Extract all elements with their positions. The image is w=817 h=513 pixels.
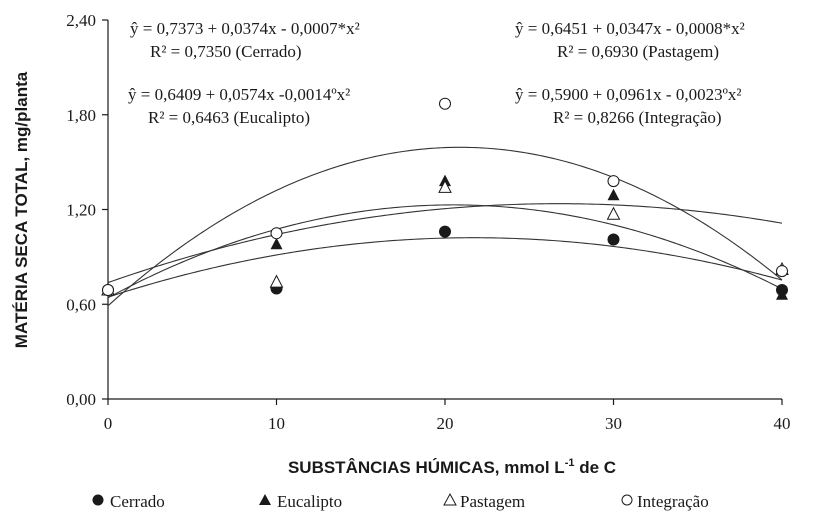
legend-label-integracao: Integração xyxy=(637,492,709,511)
legend: Cerrado Eucalipto Pastagem Integração xyxy=(92,492,709,511)
legend-item-integracao: Integração xyxy=(621,492,709,511)
point-eucalipto xyxy=(607,188,620,201)
equation-cerrado: ŷ = 0,7373 + 0,0374x - 0,0007*x² xyxy=(130,19,360,38)
point-integração xyxy=(776,265,788,278)
x-tick-label: 30 xyxy=(605,414,622,433)
equation-pastagem: ŷ = 0,6451 + 0,0347x - 0,0008*x² xyxy=(515,19,745,38)
point-cerrado xyxy=(439,225,451,238)
point-cerrado xyxy=(607,233,620,246)
legend-item-eucalipto: Eucalipto xyxy=(259,492,342,511)
x-axis-title: SUBSTÂNCIAS HÚMICAS, mmol L-1 de C xyxy=(288,457,616,477)
point-integração xyxy=(102,284,114,297)
equation-eucalipto: ŷ = 0,6409 + 0,0574x -0,0014ºx² xyxy=(128,85,350,104)
point-integração xyxy=(439,97,451,110)
point-integração xyxy=(270,227,283,240)
y-tick-label: 1,20 xyxy=(66,201,96,220)
r2-eucalipto: R² = 0,6463 (Eucalipto) xyxy=(148,108,310,127)
legend-marker-pastagem xyxy=(443,492,457,506)
legend-marker-integracao xyxy=(621,494,633,506)
fit-curve-integração xyxy=(107,146,783,307)
fit-curves xyxy=(107,146,783,307)
y-axis-title: MATÉRIA SECA TOTAL, mg/planta xyxy=(12,71,31,348)
point-eucalipto xyxy=(776,288,788,300)
legend-label-eucalipto: Eucalipto xyxy=(277,492,342,511)
equations: ŷ = 0,7373 + 0,0374x - 0,0007*x² R² = 0,… xyxy=(128,19,745,127)
point-integração xyxy=(607,175,620,188)
axes: 0,00 0,60 1,20 1,80 2,40 0 10 20 30 40 xyxy=(66,11,790,433)
point-pastagem xyxy=(606,206,621,220)
y-tick-label: 0,60 xyxy=(66,295,96,314)
equation-integracao: ŷ = 0,5900 + 0,0961x - 0,0023ºx² xyxy=(515,85,741,104)
legend-item-pastagem: Pastagem xyxy=(443,492,525,511)
x-tick-label: 0 xyxy=(104,414,113,433)
x-tick-label: 20 xyxy=(437,414,454,433)
y-tick-label: 1,80 xyxy=(66,106,96,125)
point-pastagem xyxy=(438,179,452,193)
fit-curve-cerrado xyxy=(107,203,783,284)
point-eucalipto xyxy=(270,237,283,250)
legend-label-pastagem: Pastagem xyxy=(460,492,525,511)
r2-pastagem: R² = 0,6930 (Pastagem) xyxy=(557,42,719,61)
point-pastagem xyxy=(269,274,284,288)
legend-label-cerrado: Cerrado xyxy=(110,492,165,511)
x-tick-label: 40 xyxy=(774,414,791,433)
y-tick-label: 0,00 xyxy=(66,390,96,409)
r2-integracao: R² = 0,8266 (Integração) xyxy=(553,108,722,127)
legend-marker-eucalipto xyxy=(259,494,271,505)
data-points xyxy=(101,97,789,300)
legend-item-cerrado: Cerrado xyxy=(92,492,165,511)
legend-marker-cerrado xyxy=(92,494,104,506)
fit-curve-eucalipto xyxy=(107,204,783,299)
y-tick-label: 2,40 xyxy=(66,11,96,30)
x-tick-label: 10 xyxy=(268,414,285,433)
fit-curve-pastagem xyxy=(107,237,783,298)
r2-cerrado: R² = 0,7350 (Cerrado) xyxy=(150,42,302,61)
